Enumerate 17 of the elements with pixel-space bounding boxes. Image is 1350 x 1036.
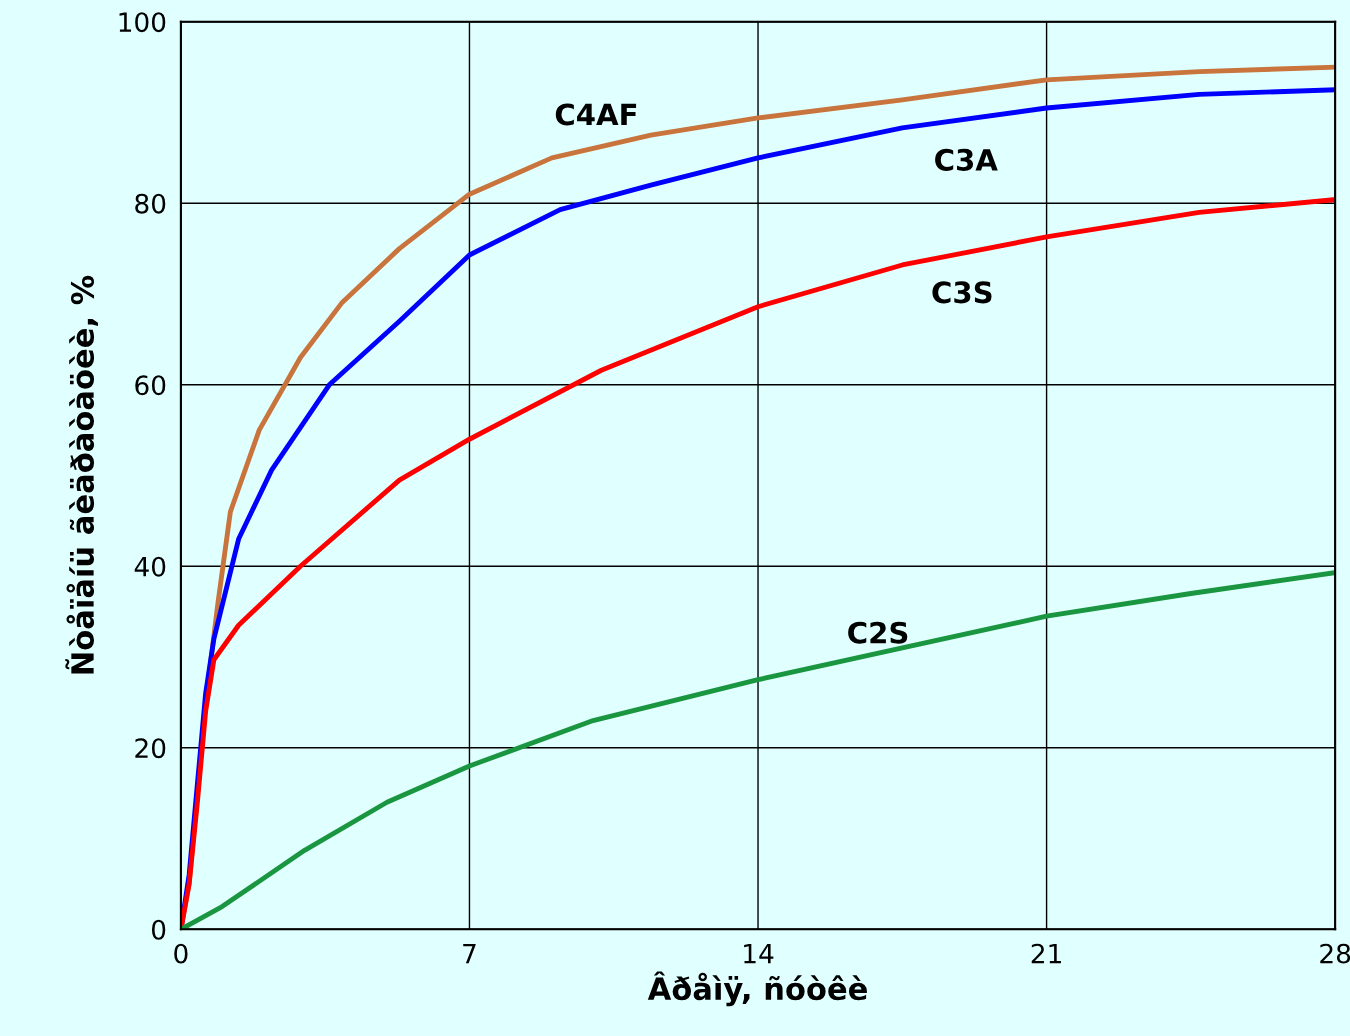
x-tick-label: 21 <box>1031 943 1061 964</box>
y-axis-title: Ñòåïåíü ãèäðàòàöèè, % <box>65 275 98 674</box>
series-label: C3A <box>935 148 998 171</box>
series-label: C2S <box>848 621 908 644</box>
x-axis-title: Âðåìÿ, ñóòêè <box>647 971 867 1007</box>
series-label: C4AF <box>555 103 637 126</box>
x-tick-label: 14 <box>744 943 774 964</box>
y-tick-label: 20 <box>135 738 166 759</box>
x-tick-label: 7 <box>463 943 476 964</box>
y-tick-label: 100 <box>119 12 166 33</box>
x-tick-label: 28 <box>1320 943 1350 964</box>
y-tick-label: 0 <box>151 919 166 940</box>
y-tick-label: 60 <box>135 375 166 396</box>
y-tick-label: 80 <box>135 193 166 214</box>
y-tick-label: 40 <box>134 556 166 577</box>
x-tick-label: 0 <box>174 943 188 964</box>
series-label: C3S <box>932 281 992 304</box>
